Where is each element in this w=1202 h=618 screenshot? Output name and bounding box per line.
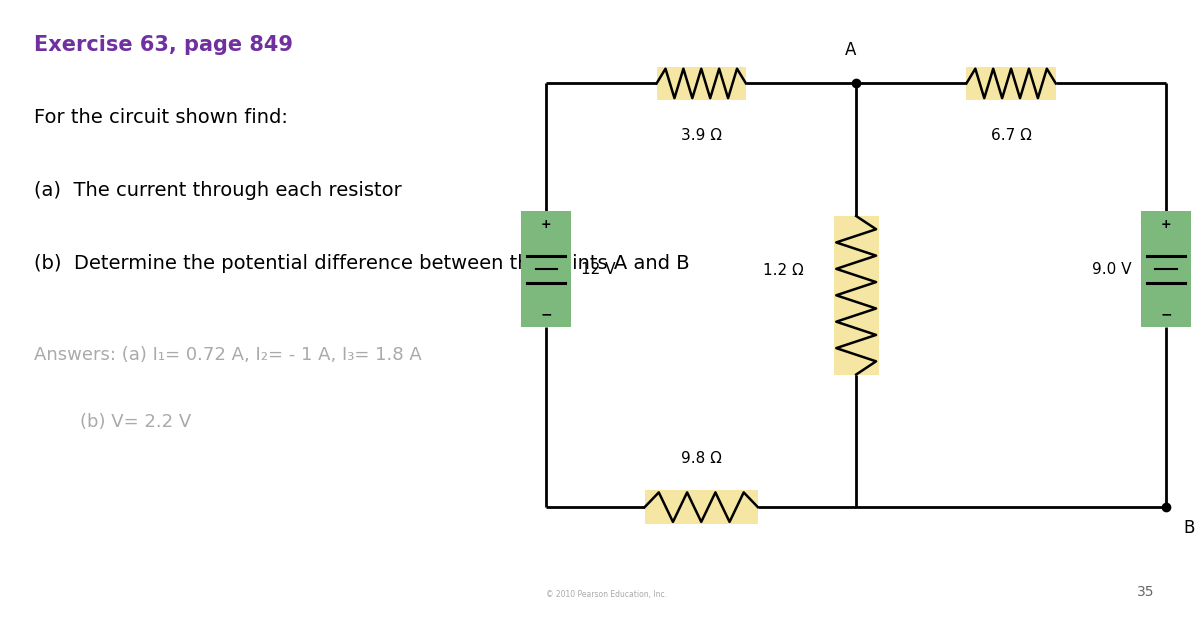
Text: −: − [541, 307, 552, 321]
FancyBboxPatch shape [644, 490, 757, 524]
Text: Exercise 63, page 849: Exercise 63, page 849 [34, 35, 293, 54]
Text: +: + [541, 218, 552, 231]
Text: (a)  The current through each resistor: (a) The current through each resistor [34, 181, 401, 200]
Text: 6.7 Ω: 6.7 Ω [990, 128, 1031, 143]
FancyBboxPatch shape [1141, 211, 1191, 328]
Text: © 2010 Pearson Education, Inc.: © 2010 Pearson Education, Inc. [547, 590, 667, 599]
FancyBboxPatch shape [656, 67, 746, 100]
FancyBboxPatch shape [522, 211, 571, 328]
Text: 1.2 Ω: 1.2 Ω [763, 263, 804, 278]
Text: (b)  Determine the potential difference between the points A and B: (b) Determine the potential difference b… [34, 254, 690, 273]
FancyBboxPatch shape [833, 216, 879, 375]
Text: A: A [845, 41, 856, 59]
Text: 35: 35 [1137, 585, 1154, 599]
Text: 9.8 Ω: 9.8 Ω [680, 451, 721, 466]
Text: 3.9 Ω: 3.9 Ω [680, 128, 721, 143]
Text: 12 V: 12 V [581, 262, 615, 277]
FancyBboxPatch shape [966, 67, 1055, 100]
Text: (b) V= 2.2 V: (b) V= 2.2 V [34, 413, 191, 431]
Text: −: − [1160, 307, 1172, 321]
Text: For the circuit shown find:: For the circuit shown find: [34, 108, 287, 127]
Text: 9.0 V: 9.0 V [1091, 262, 1131, 277]
Text: Answers: (a) I₁= 0.72 A, I₂= - 1 A, I₃= 1.8 A: Answers: (a) I₁= 0.72 A, I₂= - 1 A, I₃= … [34, 345, 422, 363]
Text: +: + [1161, 218, 1171, 231]
Text: B: B [1184, 519, 1195, 537]
